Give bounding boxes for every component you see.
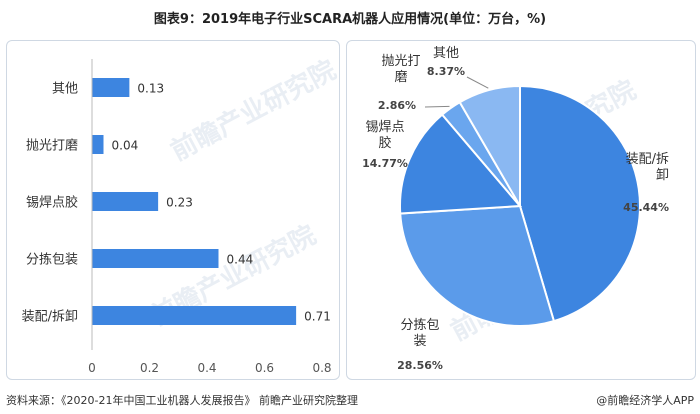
slice-value-label: 2.86% bbox=[378, 99, 416, 112]
pie-chart: 前瞻产业研究院 前瞻产业研究院 装配/拆卸45.44%分拣包装28.56%锡焊点… bbox=[362, 46, 669, 372]
pie-slice bbox=[458, 84, 521, 210]
brand-logo: @前瞻经济学人APP bbox=[596, 394, 694, 407]
bar bbox=[92, 249, 219, 268]
bar-value-label: 0.23 bbox=[166, 196, 193, 210]
bar-value-label: 0.13 bbox=[137, 82, 164, 96]
category-label: 锡焊点胶 bbox=[26, 195, 78, 211]
leader-line bbox=[466, 76, 489, 89]
pie-slice bbox=[519, 84, 641, 323]
category-label: 分拣包装 bbox=[26, 253, 78, 268]
leader-line bbox=[424, 105, 450, 108]
bar bbox=[92, 135, 104, 154]
source-note: 资料来源：《2020-21年中国工业机器人发展报告》 前瞻产业研究院整理 bbox=[6, 394, 358, 407]
x-tick-label: 0.4 bbox=[197, 361, 216, 375]
bar bbox=[92, 192, 159, 211]
footer: 资料来源：《2020-21年中国工业机器人发展报告》 前瞻产业研究院整理 @前瞻… bbox=[6, 392, 694, 408]
x-tick-label: 0.8 bbox=[312, 361, 331, 375]
slice-label: 分拣包装 bbox=[400, 318, 439, 349]
x-tick-label: 0.2 bbox=[140, 361, 159, 375]
category-label: 抛光打磨 bbox=[26, 139, 78, 154]
slice-value-label: 28.56% bbox=[397, 359, 443, 372]
category-label: 装配/拆卸 bbox=[22, 309, 78, 325]
slice-value-label: 14.77% bbox=[362, 157, 408, 170]
bar bbox=[92, 78, 130, 97]
bar-chart-panel: 前瞻产业研究院 前瞻产业研究院 其他 0.13 抛光打磨 0.04 锡焊点胶 0.23 分拣… bbox=[6, 40, 340, 380]
bar-value-label: 0.44 bbox=[227, 253, 254, 267]
bar bbox=[92, 306, 297, 325]
slice-value-label: 45.44% bbox=[623, 201, 669, 214]
slice-label: 装配/拆卸 bbox=[626, 152, 669, 183]
x-tick-label: 0.6 bbox=[255, 361, 274, 375]
slice-label: 其他 bbox=[433, 46, 459, 61]
watermark: 前瞻产业研究院 bbox=[166, 54, 339, 167]
pie-slice bbox=[399, 113, 523, 215]
chart-title: 图表9：2019年电子行业SCARA机器人应用情况(单位：万台，%) bbox=[153, 12, 547, 27]
bar-value-label: 0.04 bbox=[112, 139, 139, 153]
x-tick-label: 0 bbox=[88, 361, 96, 375]
pie-chart-panel: 前瞻产业研究院 前瞻产业研究院 装配/拆卸45.44%分拣包装28.56%锡焊点… bbox=[346, 40, 696, 380]
slice-value-label: 8.37% bbox=[427, 65, 465, 78]
pie-slice bbox=[399, 204, 556, 327]
slice-label: 抛光打磨 bbox=[381, 54, 420, 85]
category-label: 其他 bbox=[52, 82, 78, 97]
slice-label: 锡焊点胶 bbox=[365, 119, 404, 151]
bar-value-label: 0.71 bbox=[304, 310, 331, 324]
